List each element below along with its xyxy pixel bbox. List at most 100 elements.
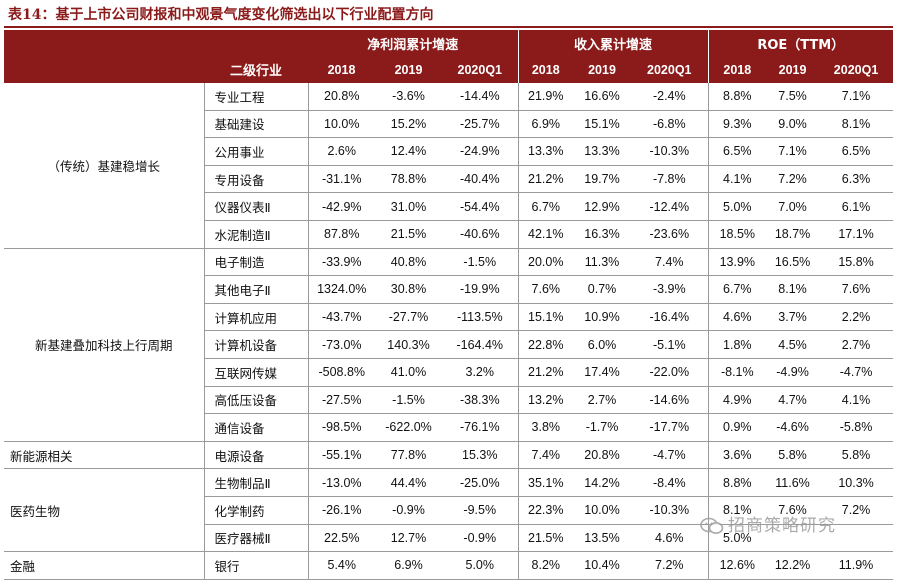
header-period: 2020Q1 xyxy=(819,56,894,83)
value-cell: 41.0% xyxy=(375,358,442,387)
value-cell: 20.8% xyxy=(573,441,632,470)
value-cell: 22.5% xyxy=(308,524,375,553)
header-row-groups: 净利润累计增速 收入累计增速 ROE（TTM） xyxy=(4,30,894,56)
value-cell: 6.5% xyxy=(819,137,894,166)
value-cell: -508.8% xyxy=(308,358,375,387)
header-period: 2020Q1 xyxy=(631,56,709,83)
value-cell: -76.1% xyxy=(442,413,519,442)
value-cell: 21.5% xyxy=(375,220,442,249)
header-blank xyxy=(4,56,204,83)
value-cell: 15.1% xyxy=(518,303,574,332)
value-cell: -25.7% xyxy=(442,110,519,139)
table-row: 仪器仪表Ⅱ -42.9% 31.0% -54.4% 6.7% 12.9% -12.4% 5.0… xyxy=(4,192,894,221)
value-cell: 15.1% xyxy=(573,110,632,139)
value-cell: -4.7% xyxy=(631,441,709,470)
value-cell: 17.1% xyxy=(819,220,894,249)
value-cell: 7.5% xyxy=(766,83,820,111)
value-cell: 8.1% xyxy=(766,275,820,304)
value-cell: 18.7% xyxy=(766,220,820,249)
value-cell: -19.9% xyxy=(442,275,519,304)
table-row: 医疗器械Ⅱ 22.5% 12.7% -0.9% 21.5% 13.5% 4.6% 5.0% xyxy=(4,524,894,553)
value-cell: -622.0% xyxy=(375,413,442,442)
header-group-revenue: 收入累计增速 xyxy=(518,30,709,56)
value-cell: 1.8% xyxy=(708,330,767,359)
value-cell: -3.6% xyxy=(375,83,442,111)
value-cell: -42.9% xyxy=(308,192,375,221)
value-cell: 13.2% xyxy=(518,386,574,415)
value-cell: 140.3% xyxy=(375,330,442,359)
value-cell: 2.7% xyxy=(573,386,632,415)
value-cell: 6.7% xyxy=(518,192,574,221)
table-row: 新基建叠加科技上行周期 电子制造 -33.9% 40.8% -1.5% 20.0% 11.3… xyxy=(4,248,894,442)
value-cell xyxy=(766,524,820,553)
value-cell: 9.3% xyxy=(708,110,767,139)
value-cell: 4.7% xyxy=(766,386,820,415)
header-blank xyxy=(4,30,204,56)
value-cell: 2.6% xyxy=(308,137,375,166)
value-cell: 35.1% xyxy=(518,468,574,497)
value-cell: 15.3% xyxy=(442,441,519,470)
value-cell: -1.5% xyxy=(442,248,519,277)
value-cell: 3.6% xyxy=(708,441,767,470)
value-cell: -38.3% xyxy=(442,386,519,415)
watermark: 招商策略研究 xyxy=(700,513,836,539)
value-cell: 15.8% xyxy=(819,248,894,277)
value-cell: 40.8% xyxy=(375,248,442,277)
value-cell: 7.0% xyxy=(766,192,820,221)
table-row: 基础建设 10.0% 15.2% -25.7% 6.9% 15.1% -6.8% 9.3% 9.… xyxy=(4,110,894,139)
value-cell: -26.1% xyxy=(308,496,375,525)
value-cell: -25.0% xyxy=(442,468,519,497)
header-blank xyxy=(204,30,308,56)
value-cell: 12.6% xyxy=(708,551,767,580)
value-cell: 7.6% xyxy=(819,275,894,304)
value-cell: 1324.0% xyxy=(308,275,375,304)
header-period: 2018 xyxy=(308,56,375,83)
industry-cell: 专用设备 xyxy=(204,165,309,194)
value-cell: 16.3% xyxy=(573,220,632,249)
value-cell: 4.5% xyxy=(766,330,820,359)
value-cell: -113.5% xyxy=(442,303,519,332)
value-cell: 8.8% xyxy=(708,468,767,497)
wechat-icon xyxy=(700,517,724,534)
header-period: 2018 xyxy=(518,56,574,83)
value-cell: -43.7% xyxy=(308,303,375,332)
table-row: 新能源相关 电源设备 -55.1% 77.8% 15.3% 7.4% 20.8% -4.7% 3… xyxy=(4,441,894,470)
value-cell: 8.2% xyxy=(518,551,574,580)
value-cell: 19.7% xyxy=(573,165,632,194)
header-period: 2019 xyxy=(375,56,442,83)
table-row: （传统）基建稳增长 专业工程 20.8% -3.6% -14.4% 21.9% 16.6% -… xyxy=(4,83,894,249)
value-cell: 20.0% xyxy=(518,248,574,277)
value-cell: -23.6% xyxy=(631,220,709,249)
value-cell: 4.9% xyxy=(708,386,767,415)
value-cell: -5.8% xyxy=(819,413,894,442)
industry-cell: 化学制药 xyxy=(204,496,309,525)
value-cell: 30.8% xyxy=(375,275,442,304)
header-group-roe: ROE（TTM） xyxy=(708,30,894,56)
value-cell: 10.4% xyxy=(573,551,632,580)
header-period: 2019 xyxy=(766,56,820,83)
table-row: 医药生物 生物制品Ⅱ -13.0% 44.4% -25.0% 35.1% 14.2% -8.4… xyxy=(4,468,894,553)
industry-cell: 医疗器械Ⅱ xyxy=(204,524,309,553)
value-cell: 5.0% xyxy=(708,524,767,553)
value-cell: -22.0% xyxy=(631,358,709,387)
value-cell: -1.5% xyxy=(375,386,442,415)
value-cell: 7.1% xyxy=(819,83,894,111)
industry-cell: 计算机设备 xyxy=(204,330,309,359)
value-cell xyxy=(819,524,894,553)
value-cell: 3.7% xyxy=(766,303,820,332)
category-label: 医药生物 xyxy=(4,468,205,553)
value-cell: 21.5% xyxy=(518,524,574,553)
value-cell: -27.5% xyxy=(308,386,375,415)
value-cell: 13.3% xyxy=(518,137,574,166)
value-cell: 77.8% xyxy=(375,441,442,470)
value-cell: -9.5% xyxy=(442,496,519,525)
value-cell: 87.8% xyxy=(308,220,375,249)
industry-cell: 电源设备 xyxy=(204,441,309,470)
category-label: 金融 xyxy=(4,551,205,580)
value-cell: 5.0% xyxy=(442,551,519,580)
value-cell: -40.6% xyxy=(442,220,519,249)
value-cell: -33.9% xyxy=(308,248,375,277)
value-cell: 4.1% xyxy=(708,165,767,194)
table-row: 高低压设备 -27.5% -1.5% -38.3% 13.2% 2.7% -14.6% 4.9… xyxy=(4,386,894,415)
value-cell: 12.2% xyxy=(766,551,820,580)
